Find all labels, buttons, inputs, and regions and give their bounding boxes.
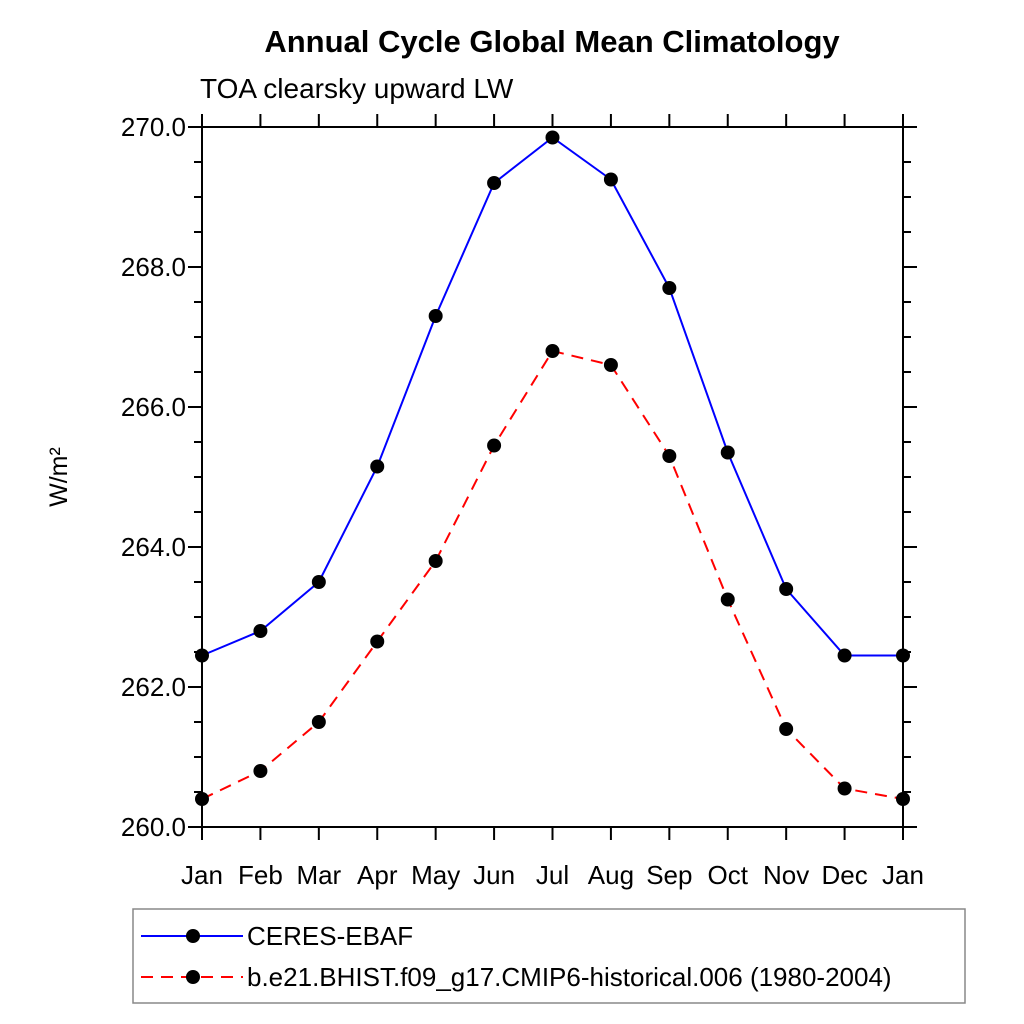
data-point-marker — [545, 344, 560, 358]
data-point-marker — [603, 358, 618, 372]
y-axis-tick-label: 266.0 — [121, 392, 186, 422]
data-point-marker — [253, 624, 268, 638]
x-axis-month-label: Apr — [357, 860, 398, 890]
data-point-marker — [253, 764, 268, 778]
legend-sample-marker — [186, 929, 200, 943]
data-point-marker — [662, 281, 677, 295]
y-axis-tick-label: 262.0 — [121, 672, 186, 702]
data-point-marker — [779, 722, 794, 736]
data-point-marker — [720, 592, 735, 607]
data-point-marker — [370, 634, 385, 649]
data-point-marker — [837, 648, 852, 663]
data-point-marker — [779, 582, 794, 596]
x-axis-month-label: Jun — [473, 860, 515, 890]
data-point-marker — [837, 781, 852, 796]
data-point-marker — [311, 575, 326, 589]
plot-series — [195, 130, 910, 806]
data-point-marker — [487, 438, 502, 453]
data-point-marker — [370, 459, 385, 474]
x-axis-month-label: Jul — [536, 860, 569, 890]
chart-title: Annual Cycle Global Mean Climatology — [264, 24, 840, 59]
data-point-marker — [896, 792, 910, 806]
data-point-marker — [545, 130, 560, 145]
data-point-marker — [662, 449, 677, 463]
legend-box — [132, 908, 966, 1004]
x-axis-month-label: Sep — [646, 860, 692, 890]
data-point-marker — [896, 648, 910, 663]
data-point-marker — [428, 309, 443, 323]
x-axis-month-label: Aug — [588, 860, 634, 890]
plot-frame — [201, 126, 904, 828]
series-line-ceres-ebaf — [201, 136, 903, 657]
data-point-marker — [195, 792, 209, 806]
data-point-marker — [603, 172, 618, 187]
x-axis-month-label: Dec — [821, 860, 867, 890]
legend: CERES-EBAF b.e21.BHIST.f09_g17.CMIP6-hist… — [132, 908, 966, 1004]
data-point-marker — [720, 445, 735, 460]
x-axis-month-label: Nov — [763, 860, 809, 890]
y-axis-tick-label: 270.0 — [121, 112, 186, 142]
legend-label: CERES-EBAF — [247, 921, 413, 951]
legend-label: b.e21.BHIST.f09_g17.CMIP6-historical.006… — [247, 962, 892, 992]
data-point-marker — [487, 176, 502, 190]
y-axis-tick-label: 260.0 — [121, 812, 186, 842]
data-point-marker — [428, 554, 443, 568]
chart-subtitle: TOA clearsky upward LW — [200, 73, 514, 104]
x-axis-month-label: Oct — [708, 860, 749, 890]
x-axis-month-label: Mar — [296, 860, 341, 890]
x-axis-month-label: Jan — [181, 860, 223, 890]
legend-sample-marker — [186, 970, 200, 984]
axes: 260.0 262.0 264.0 266.0 268.0 270.0 Jan Feb Mar A… — [121, 112, 924, 890]
series-line-model — [201, 349, 904, 800]
data-point-marker — [195, 648, 209, 663]
y-axis-title: W/m² — [45, 447, 73, 507]
y-axis-tick-label: 268.0 — [121, 252, 186, 282]
x-axis-month-label: Feb — [238, 860, 283, 890]
x-axis-month-label: May — [411, 860, 460, 890]
y-axis-tick-label: 264.0 — [121, 532, 186, 562]
x-axis-month-label: Jan — [882, 860, 924, 890]
data-point-marker — [311, 715, 326, 729]
